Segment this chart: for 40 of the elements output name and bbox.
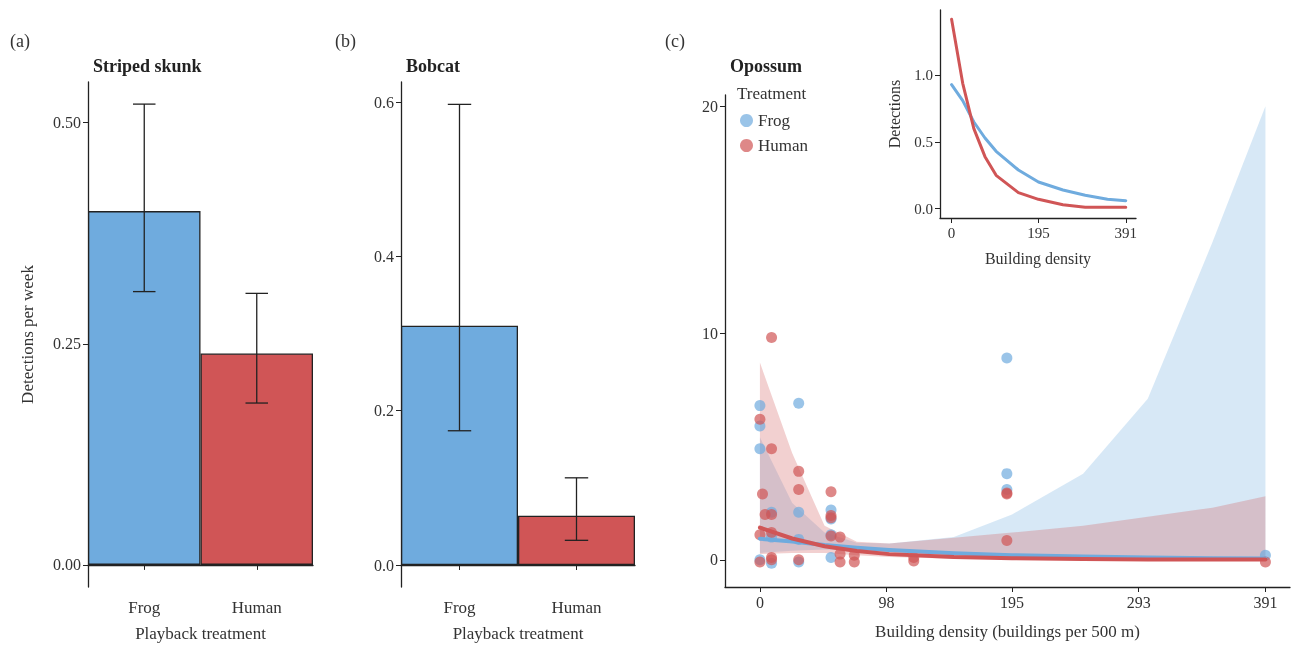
text: (a) [10,31,30,52]
x-axis-title: Playback treatment [135,624,267,643]
y-tick-label: 0.0 [374,556,394,574]
y-tick-label: 0.2 [374,402,394,420]
x-axis-title: Building density (buildings per 500 m) [875,622,1140,641]
y-axis-title: Detections [885,79,903,149]
x-axis-title: Playback treatment [452,624,584,643]
y-tick-label: 0.50 [53,114,81,132]
y-tick-label: 0.0 [914,200,933,217]
x-tick-label: 195 [1000,593,1025,611]
x-tick-label: 0 [947,224,956,241]
x-tick-label: 98 [878,593,895,611]
x-axis-title: Building density [984,249,1092,268]
x-tick-label: 293 [1126,593,1151,611]
y-tick-label: 0.4 [374,247,394,265]
text: (b) [335,31,356,52]
x-tick-label: Frog [443,598,477,617]
x-tick-label: Human [551,598,603,617]
y-tick-label: 0.25 [53,335,81,353]
y-tick-label: 0 [710,551,718,569]
y-tick-label: 0.00 [53,556,81,574]
x-tick-label: 391 [1253,593,1278,611]
chart-title: Striped skunk [93,56,202,76]
x-tick-label: 391 [1114,224,1137,241]
legend-title: Treatment [737,84,807,103]
x-tick-label: 195 [1027,224,1050,241]
chart-title: Opossum [730,56,803,76]
y-tick-label: 0.5 [914,134,933,150]
legend-label: Frog [758,111,791,130]
x-tick-label: Human [231,598,283,617]
y-tick-label: 1.0 [914,67,933,84]
text: (c) [665,31,685,52]
x-tick-label: Frog [128,598,161,617]
x-tick-label: 0 [755,593,764,611]
y-axis-title: Detections per week [18,264,37,404]
chart-title: Bobcat [406,56,461,76]
legend-label: Human [758,136,809,155]
y-tick-label: 10 [702,324,718,342]
y-tick-label: 0.6 [374,93,394,111]
y-tick-label: 20 [702,97,718,115]
